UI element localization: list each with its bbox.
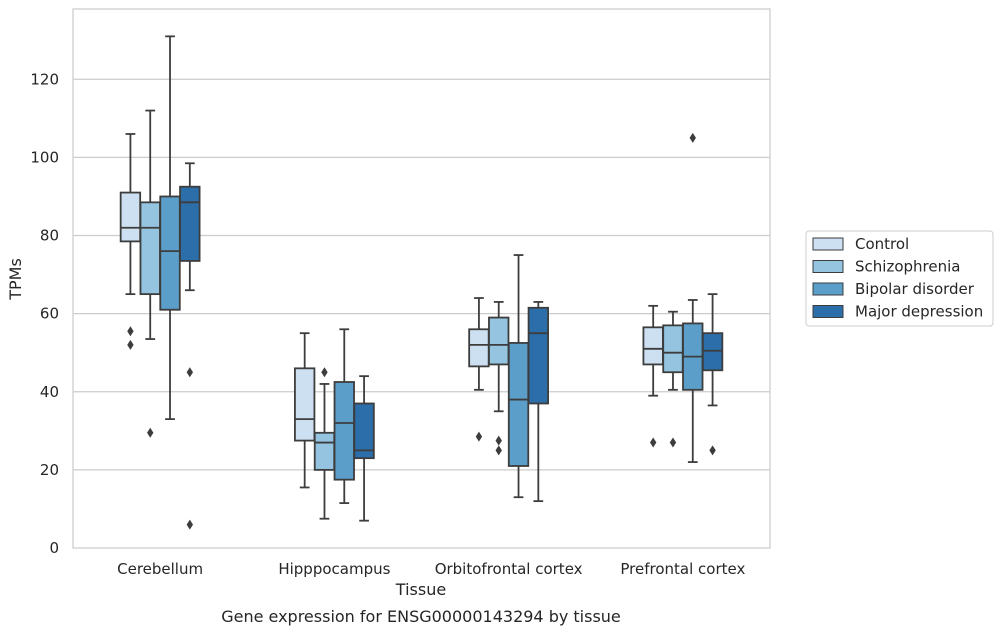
plot-frame: [72, 8, 771, 549]
y-tick-label: 0: [49, 539, 59, 557]
legend-swatch: [812, 260, 844, 273]
chart-caption: Gene expression for ENSG00000143294 by t…: [221, 607, 621, 626]
outlier-point: [186, 367, 194, 378]
box: [468, 328, 490, 368]
box: [333, 381, 355, 481]
box: [662, 324, 684, 374]
outlier-point: [669, 437, 677, 448]
legend-label: Control: [855, 235, 909, 253]
y-tick-label: 120: [30, 70, 59, 88]
box: [119, 191, 142, 243]
outlier-point: [709, 445, 716, 456]
box: [507, 342, 530, 467]
box: [353, 402, 375, 460]
legend-label: Schizophrenia: [855, 258, 960, 276]
box: [179, 185, 201, 262]
legend-frame: [805, 230, 994, 327]
y-tick-label: 40: [40, 383, 59, 401]
outlier-point: [147, 427, 154, 438]
y-tick-label: 80: [40, 227, 59, 245]
box: [159, 195, 181, 311]
box: [488, 316, 510, 366]
box-plot-series: [119, 35, 724, 530]
box: [527, 306, 549, 405]
x-tick-label: Orbitofrontal cortex: [435, 560, 583, 578]
x-axis-label: Tissue: [395, 580, 446, 599]
outlier-point: [689, 132, 696, 143]
legend-swatch: [812, 305, 844, 318]
x-tick-label: Hipppocampus: [278, 560, 390, 578]
box: [313, 431, 336, 471]
y-tick-label: 100: [30, 148, 59, 166]
box: [701, 332, 724, 372]
outlier-point: [475, 431, 483, 442]
outlier-point: [495, 445, 502, 456]
outlier-point: [495, 435, 502, 446]
x-tick-label: Cerebellum: [117, 560, 203, 578]
x-tick-label: Prefrontal cortex: [620, 560, 745, 578]
outlier-point: [127, 326, 134, 337]
y-tick-label: 60: [40, 305, 59, 323]
x-axis-ticks: Cerebellum Hipppocampus Orbitofrontal cort…: [117, 560, 745, 578]
box: [139, 201, 161, 296]
outlier-point: [186, 519, 194, 530]
box: [642, 326, 664, 366]
outlier-point: [321, 367, 328, 378]
legend: Control Schizophrenia Bipolar disorder Majo…: [805, 230, 994, 327]
legend-swatch: [812, 282, 844, 296]
y-axis-label: TPMs: [6, 258, 25, 301]
outlier-point: [127, 339, 134, 350]
legend-swatch: [812, 237, 844, 251]
box: [294, 367, 316, 442]
y-axis-ticks: 0 20 40 60 80 100 120: [30, 70, 59, 557]
outlier-point: [649, 437, 657, 448]
legend-label: Major depression: [855, 303, 983, 321]
legend-label: Bipolar disorder: [855, 280, 975, 298]
y-tick-label: 20: [40, 461, 59, 479]
